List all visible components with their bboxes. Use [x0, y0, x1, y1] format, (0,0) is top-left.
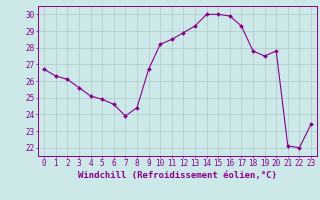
X-axis label: Windchill (Refroidissement éolien,°C): Windchill (Refroidissement éolien,°C) [78, 171, 277, 180]
